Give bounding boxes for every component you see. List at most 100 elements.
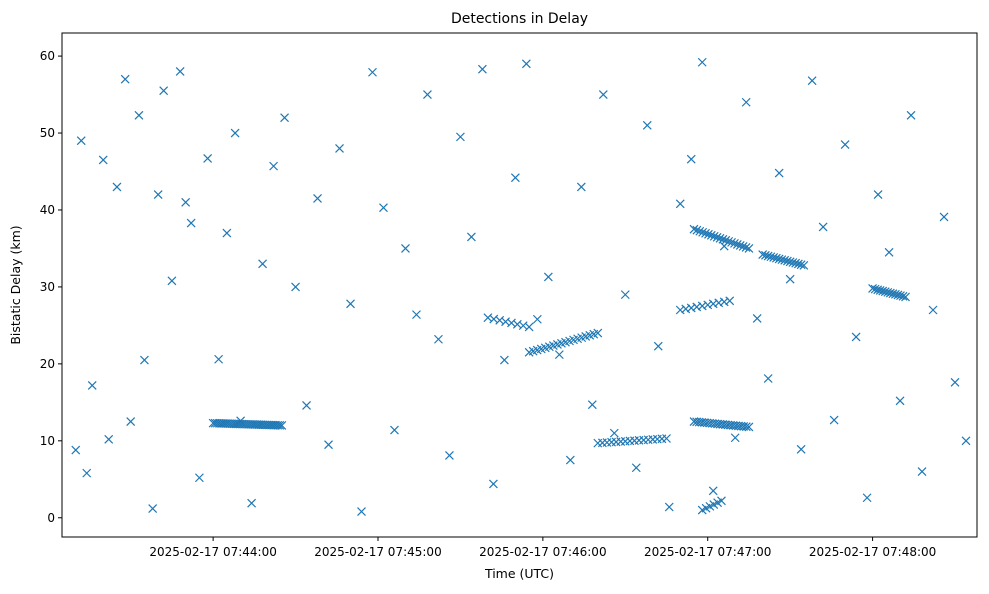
data-point [186,218,196,228]
data-point [774,168,784,178]
data-point [796,260,806,270]
data-point [681,304,691,314]
data-point [247,498,257,508]
data-point [898,291,908,301]
data-point [799,260,809,270]
data-point [653,341,663,351]
data-point [752,314,762,323]
data-point [717,496,726,506]
data-point [104,434,114,444]
data-point [873,285,883,295]
data-point [890,289,900,299]
data-point [725,296,735,306]
data-point [793,259,803,269]
data-point [510,173,520,183]
x-tick-label: 2025-02-17 07:48:00 [809,545,936,559]
data-point [280,113,289,123]
data-point [735,240,745,250]
y-tick-label: 0 [47,511,55,525]
data-point [664,502,674,512]
data-point [840,140,850,149]
data-point [576,182,586,192]
data-point [785,274,795,284]
data-point [727,237,737,247]
data-point [675,305,685,315]
data-point [275,420,285,430]
data-point [893,290,903,300]
data-point [598,90,608,99]
data-point [884,247,894,257]
data-point [412,310,421,320]
data-point [732,239,742,249]
data-point [524,322,534,332]
data-point [258,259,268,269]
data-point [269,161,279,171]
data-point [302,400,311,410]
x-tick-label: 2025-02-17 07:44:00 [149,545,276,559]
y-tick-label: 20 [40,357,55,371]
data-point [686,154,696,164]
data-point [134,110,144,120]
data-point [697,301,707,311]
y-tick-label: 40 [40,203,55,217]
data-point [782,256,792,266]
data-point [708,299,718,309]
data-point [368,67,377,77]
data-point [98,155,108,165]
data-point [763,374,773,383]
data-point [153,190,163,200]
data-point [741,97,751,107]
data-point [167,276,177,286]
data-point [883,287,893,297]
data-point [875,285,885,295]
data-point [194,473,204,483]
data-point [230,128,240,138]
data-point [434,334,443,344]
y-tick-label: 60 [40,49,55,63]
data-point [704,229,713,239]
data-point [888,289,898,299]
x-tick-label: 2025-02-17 07:46:00 [479,545,606,559]
data-point [885,288,895,298]
data-point [631,463,641,473]
data-point [642,120,652,130]
data-point [346,299,355,309]
data-point [730,433,740,443]
data-point [712,232,722,242]
data-point [697,57,707,67]
data-point [499,355,509,365]
data-point [880,287,890,297]
data-point [662,434,671,443]
data-point [796,444,806,454]
data-point [521,59,531,69]
data-point [692,225,702,235]
data-point [565,455,575,465]
data-point [181,197,191,207]
data-point [715,233,725,243]
data-point [477,64,487,74]
data-point [701,228,710,238]
data-point [587,400,597,410]
data-point [357,507,366,517]
data-point [785,257,795,267]
data-point [532,314,542,324]
data-point [873,190,883,200]
data-point [112,182,122,192]
data-point [774,254,784,264]
data-point [791,258,801,268]
data-point [335,143,344,153]
data-point [620,290,630,300]
x-tick-label: 2025-02-17 07:47:00 [644,545,771,559]
data-point [741,243,751,252]
data-point [896,291,905,301]
data-point [818,222,828,232]
data-point [780,255,790,265]
data-point [445,451,454,460]
data-point [689,224,699,234]
data-point [455,132,465,142]
data-point [961,436,971,446]
data-point [901,292,910,302]
data-point [706,230,716,240]
